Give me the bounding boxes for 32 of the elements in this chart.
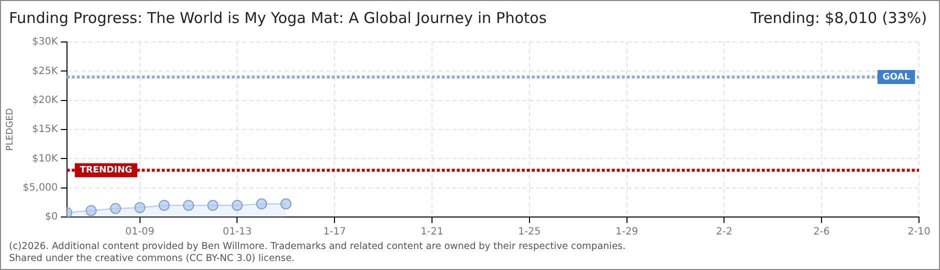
point: [280, 198, 292, 210]
x-tick-label: 1-21: [420, 226, 444, 238]
x-tick-label: 1-25: [518, 226, 541, 238]
text: Trending: $8,010 (33%): [750, 9, 927, 29]
ref-line-label: GOAL: [882, 72, 910, 82]
x-tick-label: 2-2: [716, 226, 732, 238]
point: [110, 203, 121, 214]
x-tick-label: 2-10: [908, 226, 930, 238]
x-tick-label: 01-13: [222, 226, 252, 238]
chart-title: Funding Progress: The World is My Yoga Mat: A Global Journey in Photos: [9, 9, 547, 29]
x-tick-label: 01-09: [125, 226, 154, 238]
point: [86, 205, 97, 216]
point: [256, 198, 268, 210]
point: [134, 202, 146, 214]
y-tick-label: $20K: [32, 94, 58, 106]
text: (c)2026. Additional content provided by Ben Willmore. Trademarks and related content are owned by their respective companies.: [9, 241, 627, 253]
y-tick-label: $5,000: [22, 182, 58, 194]
text: Shared under the creative commons (CC BY-NC 3.0) license.: [9, 253, 296, 265]
y-tick-label: $15K: [32, 124, 58, 136]
point: [158, 200, 170, 211]
point: [207, 200, 218, 211]
x-tick-label: 1-29: [615, 226, 638, 238]
x-tick-label: 1-17: [323, 226, 346, 238]
ref-line-label: TRENDING: [80, 166, 132, 176]
point: [183, 200, 194, 211]
y-tick-label: $25K: [32, 66, 58, 77]
y-tick-label: $30K: [32, 36, 58, 48]
y-tick-label: $10K: [32, 153, 58, 164]
x-tick-label: 2-6: [813, 226, 830, 238]
y-tick-label: $0: [45, 212, 58, 223]
point: [232, 200, 243, 211]
y-axis-title: PLEDGED: [6, 108, 16, 151]
